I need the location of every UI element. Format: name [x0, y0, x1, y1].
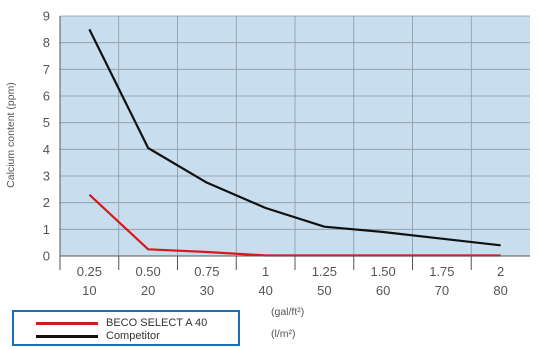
- legend-item-beco: BECO SELECT A 40: [36, 316, 207, 330]
- y-tick-label: 7: [43, 62, 50, 77]
- legend-label-competitor: Competitor: [106, 330, 160, 342]
- x-tick-label-secondary: 10: [82, 283, 96, 298]
- legend-swatch-beco: [36, 321, 98, 325]
- x-tick-label-primary: 2: [497, 264, 504, 279]
- x-tick-label-primary: 0.50: [135, 264, 160, 279]
- x-axis-unit-primary: (gal/ft²): [271, 306, 305, 318]
- x-tick-label-primary: 0.25: [77, 264, 102, 279]
- y-axis-title: Calcium content (ppm): [5, 82, 17, 188]
- x-tick-label-primary: 1.50: [370, 264, 395, 279]
- legend-label-beco: BECO SELECT A 40: [106, 317, 208, 329]
- x-tick-label-secondary: 20: [141, 283, 155, 298]
- x-tick-label-secondary: 50: [317, 283, 331, 298]
- y-tick-label: 3: [43, 169, 50, 184]
- x-tick-label-secondary: 40: [258, 283, 272, 298]
- x-tick-label-primary: 0.75: [194, 264, 219, 279]
- y-tick-label: 0: [43, 249, 50, 264]
- y-tick-label: 9: [43, 9, 50, 24]
- y-tick-label: 5: [43, 115, 50, 130]
- x-tick-label-secondary: 80: [493, 283, 507, 298]
- x-tick-label-primary: 1: [262, 264, 269, 279]
- y-tick-label: 6: [43, 89, 50, 104]
- x-tick-label-primary: 1.75: [429, 264, 454, 279]
- legend-item-competitor: Competitor: [36, 329, 160, 343]
- x-tick-label-secondary: 60: [376, 283, 390, 298]
- series-line-competitor: [88, 28, 501, 247]
- y-tick-label: 8: [43, 35, 50, 50]
- series-line-beco: [88, 193, 501, 257]
- y-tick-label: 4: [43, 142, 50, 157]
- x-tick-label-secondary: 30: [200, 283, 214, 298]
- legend-swatch-competitor: [36, 334, 98, 338]
- x-axis-unit-secondary: (l/m²): [271, 328, 296, 340]
- y-tick-label: 2: [43, 195, 50, 210]
- y-tick-label: 1: [43, 222, 50, 237]
- x-tick-label-secondary: 70: [435, 283, 449, 298]
- x-tick-label-primary: 1.25: [312, 264, 337, 279]
- legend: BECO SELECT A 40 Competitor: [12, 310, 240, 346]
